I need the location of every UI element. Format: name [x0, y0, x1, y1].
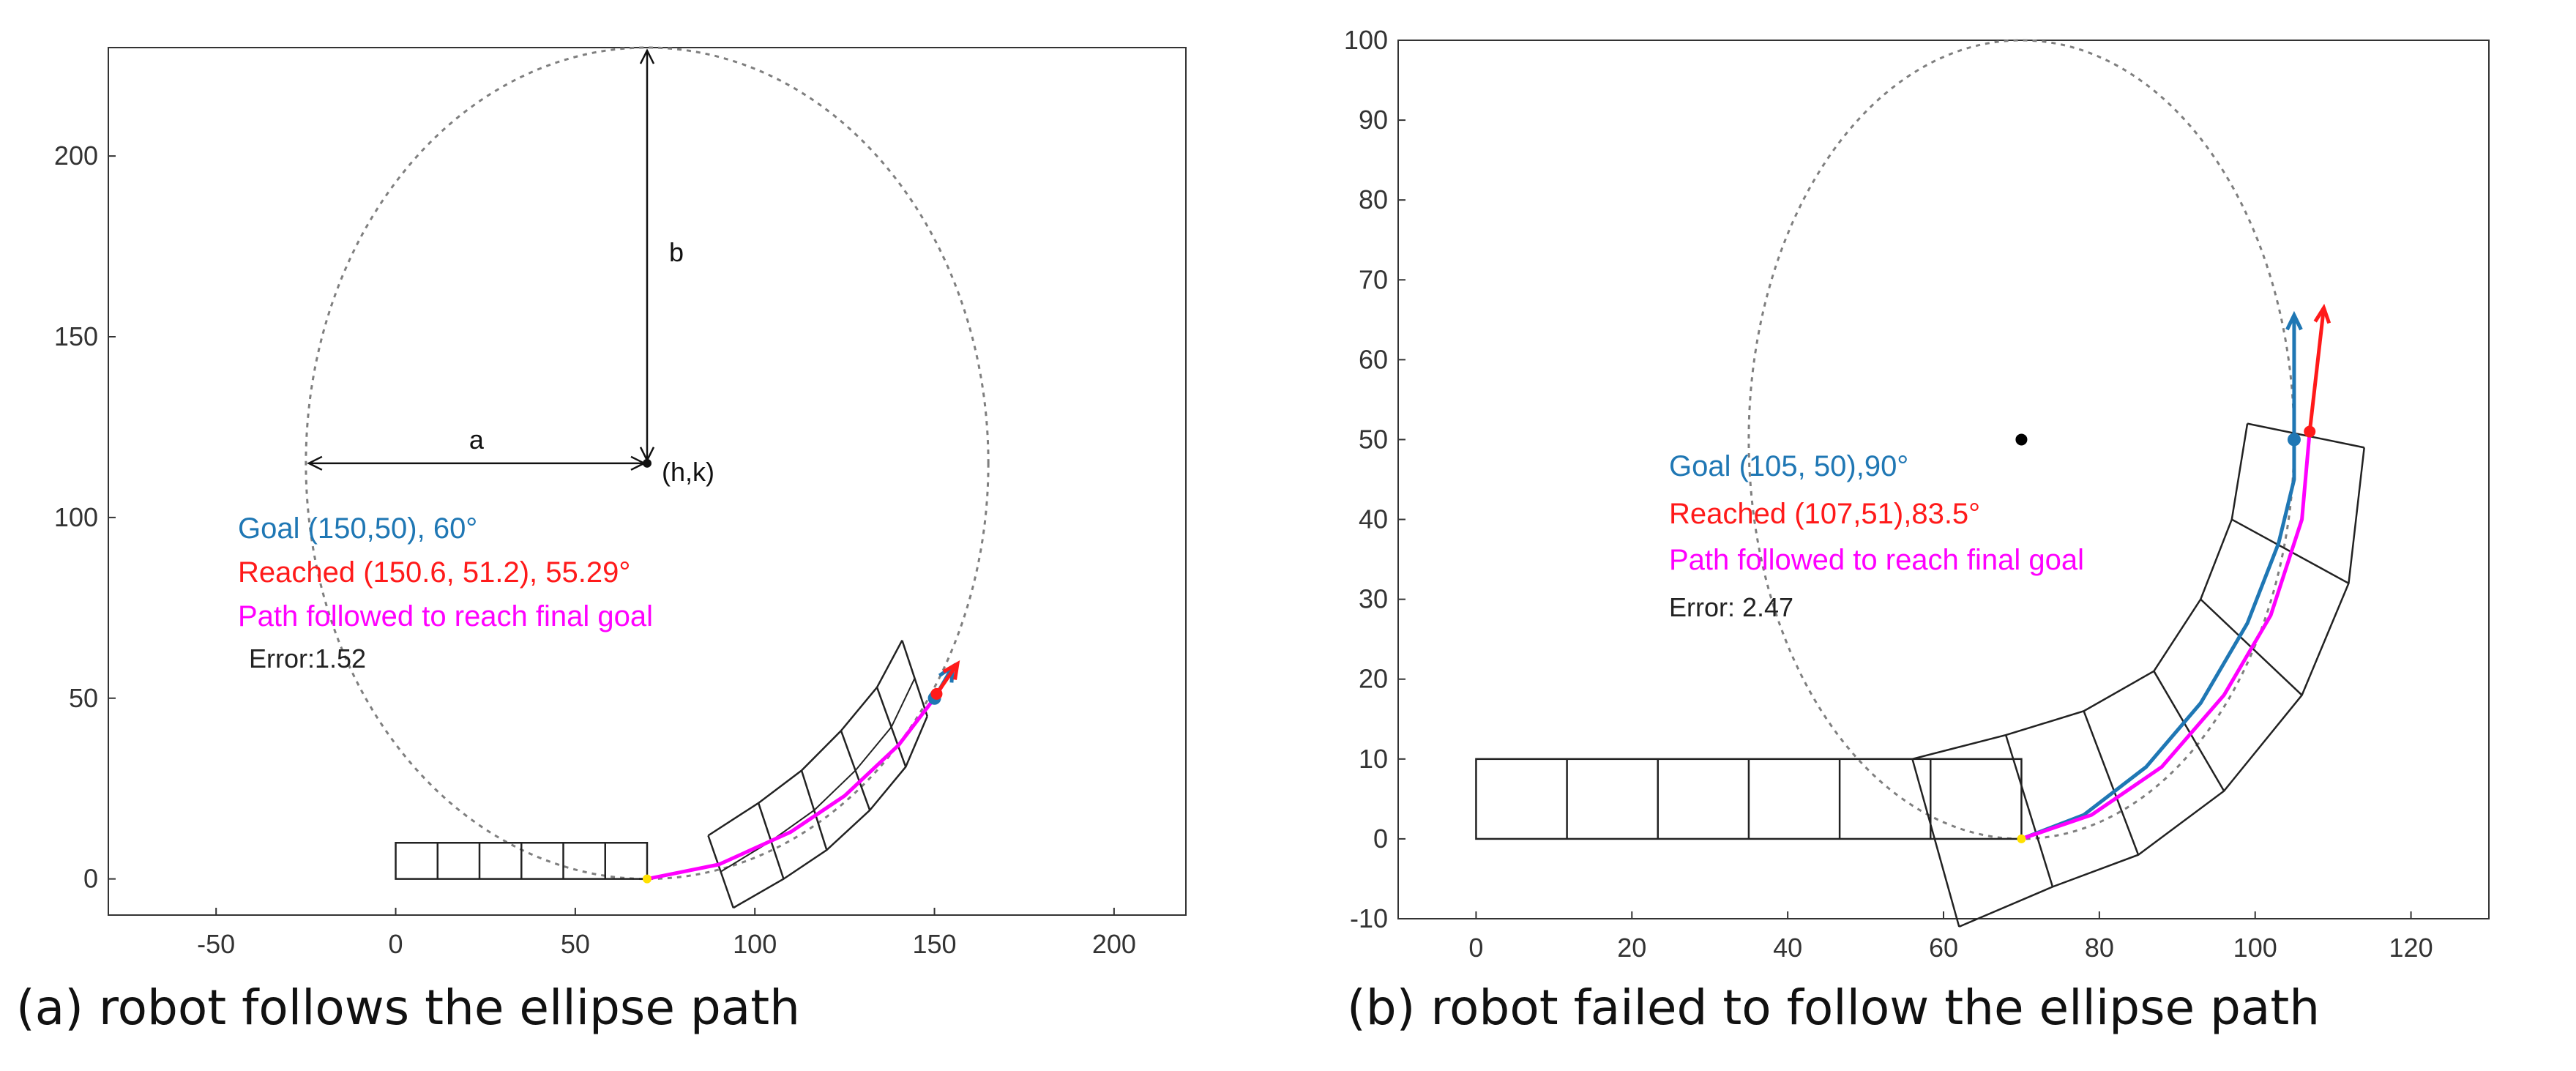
annotation-reached: Reached (150.6, 51.2), 55.29°: [238, 556, 630, 589]
reached-arrow-head: [942, 660, 960, 680]
path-followed-line: [2020, 431, 2312, 841]
y-tick-label: 20: [1359, 664, 1388, 694]
caption-b: (b) robot failed to follow the ellipse p…: [1347, 979, 2321, 1036]
y-tick-label: 80: [1359, 184, 1388, 214]
annotation-reached: Reached (107,51),83.5°: [1669, 498, 1980, 530]
x-tick-label: 100: [2233, 933, 2277, 963]
ellipse-center-point: [2015, 433, 2028, 446]
ellipse-path: [305, 46, 990, 881]
reached-point: [930, 687, 943, 700]
y-tick-label: 0: [1373, 824, 1388, 854]
goal-path-line: [2020, 439, 2296, 841]
plot-frame: [108, 47, 1187, 916]
goal-point: [2287, 433, 2301, 447]
y-tick-label: 100: [1344, 25, 1388, 55]
plot-frame: [1397, 40, 2490, 919]
robot-arm-divider: [1911, 758, 1960, 928]
y-tick-label: 50: [1359, 424, 1388, 454]
robot-arm-divider: [2153, 671, 2225, 792]
x-tick-label: 40: [1773, 933, 1802, 963]
robot-arm-midline: [720, 678, 916, 873]
robot-arm-divider: [2083, 710, 2140, 856]
y-tick-label: 90: [1359, 105, 1388, 135]
center-label: (h,k): [662, 457, 714, 487]
x-tick-label: 20: [1617, 933, 1646, 963]
x-tick-label: 80: [2085, 933, 2114, 963]
x-tick-label: 0: [389, 929, 403, 959]
start-point: [2017, 834, 2026, 843]
robot-arm-edge: [707, 640, 903, 837]
annotation-error: Error: 2.47: [1669, 592, 1793, 622]
annotation-error: Error:1.52: [249, 643, 366, 673]
center-point: [643, 458, 652, 468]
reached-point: [2304, 425, 2316, 438]
robot-arm-edge: [733, 715, 928, 909]
x-tick-label: 60: [1929, 933, 1958, 963]
chart-a: -50 0 50 100 150 200 0 50 100 150 200 Goal (150,50)…: [54, 46, 1187, 959]
annotation-path: Path followed to reach final goal: [1669, 544, 2084, 576]
chart-b: 0 20 40 60 80 100 120 -10 0 10 20 30 40 50 60 70 80 90 100…: [1344, 25, 2490, 963]
y-tick-label: -10: [1350, 903, 1388, 933]
a-label: a: [469, 425, 485, 455]
x-tick-label: 0: [1468, 933, 1483, 963]
y-tick-label: 0: [83, 864, 98, 894]
y-tick-label: 10: [1359, 744, 1388, 774]
y-tick-label: 30: [1359, 584, 1388, 614]
y-tick-label: 100: [54, 502, 98, 532]
reached-arrow-head: [2313, 303, 2332, 324]
panel-a: -50 0 50 100 150 200 0 50 100 150 200 Goal (150,50)…: [0, 0, 1244, 1071]
x-tick-label: 120: [2389, 933, 2433, 963]
y-tick-label: 200: [54, 141, 98, 171]
x-tick-label: 200: [1092, 929, 1136, 959]
b-arrow-head-top: [639, 48, 655, 64]
annotation-path: Path followed to reach final goal: [238, 600, 653, 632]
robot-arm-divider: [2004, 734, 2054, 887]
start-point: [643, 874, 652, 884]
y-tick-label: 50: [69, 683, 98, 713]
y-tick-label: 60: [1359, 344, 1388, 374]
annotation-goal: Goal (150,50), 60°: [238, 512, 477, 545]
y-tick-label: 40: [1359, 504, 1388, 534]
x-tick-label: 150: [912, 929, 956, 959]
caption-a: (a) robot follows the ellipse path: [16, 979, 800, 1036]
goal-arrow-head: [2285, 310, 2303, 331]
b-label: b: [669, 237, 684, 267]
x-tick-label: 50: [561, 929, 590, 959]
a-arrow-head-left: [307, 455, 323, 471]
y-tick-label: 150: [54, 321, 98, 351]
annotation-goal: Goal (105, 50),90°: [1669, 450, 1908, 482]
x-tick-label: -50: [197, 929, 235, 959]
reached-arrow-shaft: [2307, 307, 2326, 432]
path-followed-line: [646, 668, 955, 881]
panel-b: 0 20 40 60 80 100 120 -10 0 10 20 30 40 50 60 70 80 90 100…: [1288, 0, 2576, 1071]
reached-arrow-shaft: [935, 663, 960, 695]
y-tick-label: 70: [1359, 264, 1388, 294]
x-tick-label: 100: [733, 929, 777, 959]
